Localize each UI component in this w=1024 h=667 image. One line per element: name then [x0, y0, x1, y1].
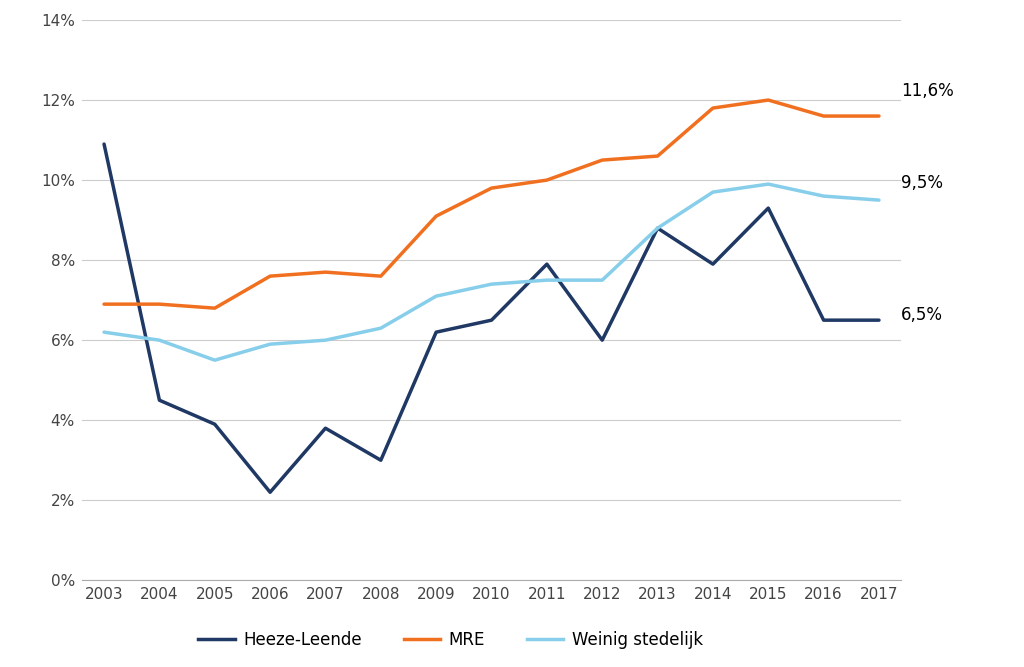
Text: 11,6%: 11,6% [901, 82, 954, 100]
Text: 6,5%: 6,5% [901, 306, 943, 324]
Legend: Heeze-Leende, MRE, Weinig stedelijk: Heeze-Leende, MRE, Weinig stedelijk [191, 625, 710, 656]
Text: 9,5%: 9,5% [901, 174, 943, 192]
